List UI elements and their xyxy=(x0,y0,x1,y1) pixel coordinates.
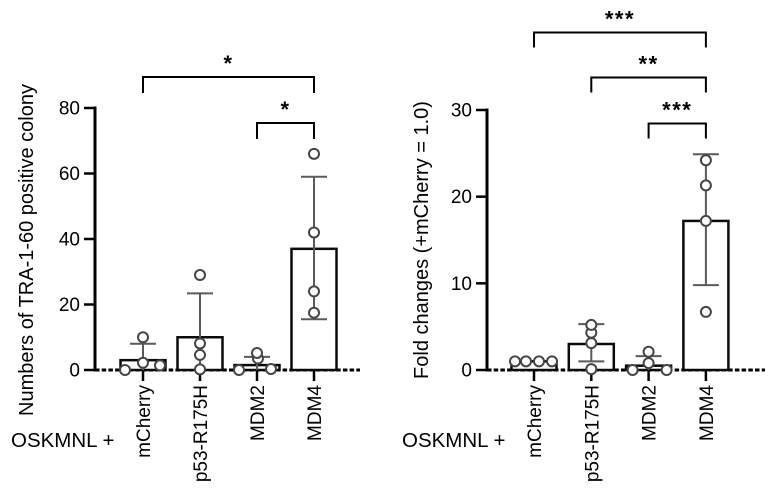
chart-colony-counts: 0 20 40 60 80 * * mCherry p53-R175H MDM2 MDM4 Numbe… xyxy=(11,51,360,482)
data-point-MDM4 xyxy=(308,306,320,319)
y-tick-label: 20 xyxy=(451,187,472,208)
data-point-MDM4 xyxy=(699,179,712,192)
data-point-mCherry xyxy=(119,364,131,376)
data-point-MDM4 xyxy=(699,305,712,318)
y-tick-label: 20 xyxy=(59,295,80,316)
y-axis-title: Numbers of TRA-1-60 positive colony xyxy=(16,84,38,416)
data-point-MDM2 xyxy=(265,363,277,376)
significance-label: ** xyxy=(639,52,659,77)
data-point-p53-R175H xyxy=(585,363,598,376)
significance-bracket xyxy=(647,122,707,139)
data-point-p53-R175H xyxy=(194,348,206,361)
significance-label: *** xyxy=(662,98,692,123)
chart-svg-colony-counts: 0 20 40 60 80 * * mCherry p53-R175H MDM2 MDM4 Numbe… xyxy=(11,51,360,482)
x-prefix-label: OSKMNL + xyxy=(402,429,505,452)
data-point-p53-R175H xyxy=(194,363,206,376)
data-point-MDM4 xyxy=(308,285,320,298)
data-point-p53-R175H xyxy=(585,337,598,350)
chart-fold-changes: 0 10 20 30 *** ** *** mCherry p53-R175H MDM2 MDM4 F… xyxy=(384,0,768,497)
data-point-MDM2 xyxy=(233,364,245,376)
data-point-MDM2 xyxy=(251,346,263,359)
y-tick-label: 0 xyxy=(69,361,80,382)
x-label-MDM4: MDM4 xyxy=(697,385,718,441)
significance-bracket xyxy=(142,76,315,93)
y-tick-label: 10 xyxy=(451,274,472,295)
x-label-mCherry: mCherry xyxy=(525,385,546,458)
x-label-MDM4: MDM4 xyxy=(305,385,326,441)
x-label-mCherry: mCherry xyxy=(134,385,155,458)
y-tick-label: 0 xyxy=(461,361,472,382)
data-point-MDM4 xyxy=(308,226,320,239)
significance-label: * xyxy=(280,97,290,122)
data-point-mCherry xyxy=(137,331,149,344)
data-point-p53-R175H xyxy=(585,318,598,331)
data-point-mCherry xyxy=(509,355,521,368)
data-point-MDM4 xyxy=(699,214,712,227)
y-tick-label: 60 xyxy=(59,164,80,185)
significance-bracket xyxy=(590,76,707,93)
y-tick-label: 40 xyxy=(59,230,80,251)
data-point-mCherry xyxy=(533,355,545,368)
x-label-MDM2: MDM2 xyxy=(640,385,661,441)
data-point-mCherry xyxy=(137,356,149,369)
data-point-MDM4 xyxy=(699,154,712,167)
significance-label: *** xyxy=(605,7,635,32)
data-point-p53-R175H xyxy=(194,337,206,350)
significance-bracket xyxy=(256,122,315,139)
data-point-mCherry xyxy=(154,359,166,372)
significance-label: * xyxy=(223,51,233,76)
y-axis-title: Fold changes (+mCherry = 1.0) xyxy=(411,101,433,379)
y-tick-label: 80 xyxy=(59,99,80,120)
data-point-MDM2 xyxy=(660,364,673,376)
data-point-MDM2 xyxy=(642,345,655,358)
y-tick-label: 30 xyxy=(451,101,472,122)
data-point-MDM4 xyxy=(308,147,320,160)
data-point-MDM2 xyxy=(626,364,639,376)
x-prefix-label: OSKMNL + xyxy=(11,429,114,452)
data-point-mCherry xyxy=(520,355,532,368)
x-label-p53-R175H: p53-R175H xyxy=(191,385,212,482)
data-point-MDM2 xyxy=(642,357,655,370)
x-label-MDM2: MDM2 xyxy=(248,385,269,441)
x-label-p53-R175H: p53-R175H xyxy=(582,385,603,482)
data-point-mCherry xyxy=(546,355,558,368)
significance-bracket xyxy=(533,31,707,48)
data-point-p53-R175H xyxy=(194,269,206,282)
